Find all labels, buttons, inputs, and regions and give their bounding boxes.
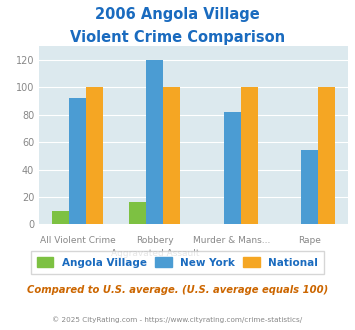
Legend: Angola Village, New York, National: Angola Village, New York, National — [31, 251, 324, 274]
Text: Rape: Rape — [298, 236, 321, 245]
Bar — [301, 150, 318, 224]
Bar — [318, 87, 335, 224]
Bar — [129, 203, 146, 224]
Bar — [69, 98, 86, 224]
Bar — [163, 87, 180, 224]
Text: Aggravated Assault: Aggravated Assault — [111, 249, 199, 258]
Text: © 2025 CityRating.com - https://www.cityrating.com/crime-statistics/: © 2025 CityRating.com - https://www.city… — [53, 317, 302, 323]
Text: Robbery: Robbery — [136, 236, 174, 245]
Text: 2006 Angola Village: 2006 Angola Village — [95, 7, 260, 21]
Bar — [52, 211, 69, 224]
Text: Murder & Mans...: Murder & Mans... — [193, 236, 271, 245]
Bar — [86, 87, 103, 224]
Text: Violent Crime Comparison: Violent Crime Comparison — [70, 30, 285, 45]
Bar — [241, 87, 258, 224]
Bar — [146, 60, 163, 224]
Text: Compared to U.S. average. (U.S. average equals 100): Compared to U.S. average. (U.S. average … — [27, 285, 328, 295]
Bar — [224, 112, 241, 224]
Text: All Violent Crime: All Violent Crime — [40, 236, 115, 245]
